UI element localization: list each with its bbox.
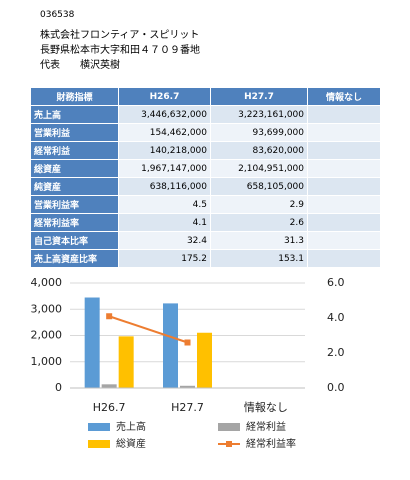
value-cell: 31.3 [210,231,308,250]
line-marker [106,313,113,320]
empty-cell [307,213,381,232]
legend-swatch [88,440,110,448]
label-cell: 営業利益率 [30,195,119,214]
line [108,315,188,344]
table-row: 自己資本比率 32.4 31.3 [30,231,381,250]
value-cell: 638,116,000 [118,177,211,196]
table-row: 営業利益 154,462,000 93,699,000 [30,123,381,142]
label-cell: 売上高資産比率 [30,249,119,268]
value-cell: 3,446,632,000 [118,105,211,124]
label-cell: 純資産 [30,177,119,196]
bar [163,303,178,388]
legend-swatch [226,441,232,447]
table-row: 営業利益率 4.5 2.9 [30,195,381,214]
table-row: 売上高 3,446,632,000 3,223,161,000 [30,105,381,124]
y2-tick-label: 4.0 [327,311,345,324]
y2-tick-label: 0.0 [327,381,345,394]
bar [101,384,117,388]
empty-cell [307,123,381,142]
value-cell: 4.1 [118,213,211,232]
table-row: 経常利益率 4.1 2.6 [30,213,381,232]
value-cell: 153.1 [210,249,308,268]
x-tick-label: 情報なし [244,401,288,414]
legend-label: 売上高 [116,420,146,433]
value-cell: 140,218,000 [118,141,211,160]
code: 036538 [40,10,75,20]
value-cell: 2,104,951,000 [210,159,308,178]
x-tick-label: H27.7 [171,401,204,414]
bar [84,297,100,388]
legend-label: 経常利益率 [246,437,296,450]
value-cell: 32.4 [118,231,211,250]
y-tick-label: 2,000 [31,329,63,342]
table-row: 経常利益 140,218,000 83,620,000 [30,141,381,160]
label-cell: 総資産 [30,159,119,178]
representative: 代表 横沢英樹 [40,60,120,71]
legend-label: 総資産 [116,437,146,450]
y-tick-label: 0 [55,381,62,394]
finance-table: 財務指標 H26.7 H27.7 情報なし 売上高 3,446,632,000 3,223,… [30,87,381,268]
legend-swatch [88,423,110,431]
header-cell: 情報なし [307,87,381,106]
header-row: 財務指標 H26.7 H27.7 情報なし [30,87,381,106]
label-cell: 経常利益率 [30,213,119,232]
x-tick-label: H26.7 [93,401,126,414]
bar [180,385,195,388]
legend-swatch [218,423,240,431]
value-cell: 3,223,161,000 [210,105,308,124]
empty-cell [307,249,381,268]
value-cell: 2.9 [210,195,308,214]
address: 長野県松本市大字和田４７０９番地 [40,45,200,56]
bar [197,332,212,388]
y-tick-label: 1,000 [31,355,63,368]
empty-cell [307,141,381,160]
value-cell: 175.2 [118,249,211,268]
label-cell: 自己資本比率 [30,231,119,250]
table-row: 総資産 1,967,147,000 2,104,951,000 [30,159,381,178]
value-cell: 2.6 [210,213,308,232]
table-row: 売上高資産比率 175.2 153.1 [30,249,381,268]
label-cell: 経常利益 [30,141,119,160]
label-cell: 営業利益 [30,123,119,142]
chart: 0 1,000 2,000 3,000 4,000 0.0 2.0 4.0 6.0 H26.7 H2… [31,276,345,450]
bar [118,336,134,388]
value-cell: 154,462,000 [118,123,211,142]
line-marker [184,339,191,346]
y-tick-label: 3,000 [31,302,63,315]
table-row: 純資産 638,116,000 658,105,000 [30,177,381,196]
value-cell: 658,105,000 [210,177,308,196]
label-cell: 売上高 [30,105,119,124]
legend-label: 経常利益 [246,420,286,433]
empty-cell [307,195,381,214]
empty-cell [307,159,381,178]
value-cell: 83,620,000 [210,141,308,160]
empty-cell [307,105,381,124]
value-cell: 4.5 [118,195,211,214]
header-cell: H27.7 [210,87,308,106]
value-cell: 93,699,000 [210,123,308,142]
company: 株式会社フロンティア・スピリット [40,30,200,41]
value-cell: 1,967,147,000 [118,159,211,178]
header-cell: 財務指標 [30,87,119,106]
empty-cell [307,177,381,196]
y-tick-label: 4,000 [31,276,63,289]
header-cell: H26.7 [118,87,211,106]
y2-tick-label: 6.0 [327,276,345,289]
empty-cell [307,231,381,250]
y2-tick-label: 2.0 [327,346,345,359]
